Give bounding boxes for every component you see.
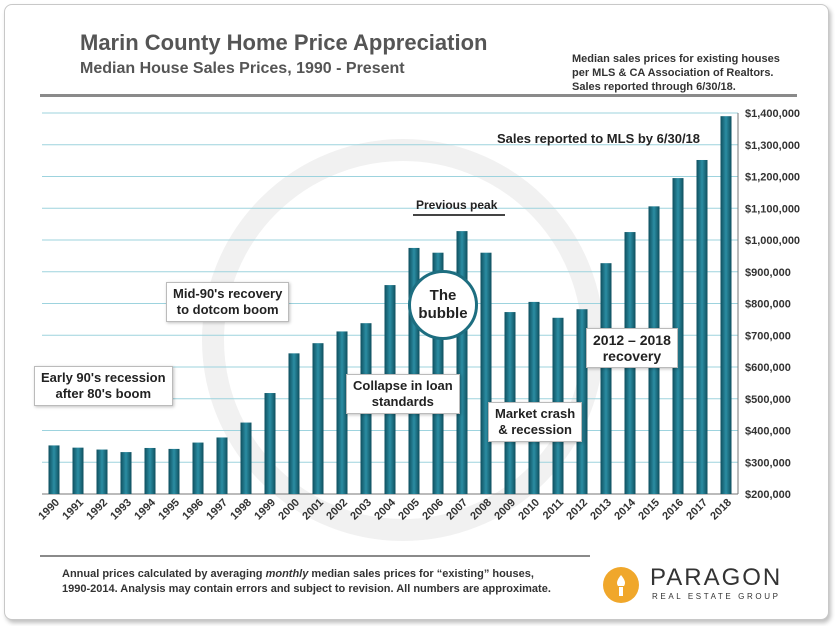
annotation-recovery: 2012 – 2018 recovery (586, 328, 678, 368)
annotation-line: Mid-90's recovery (173, 286, 283, 301)
source-line: Median sales prices for existing houses (572, 53, 780, 65)
y-tick-label: $400,000 (745, 426, 791, 438)
annotation-line: Early 90's recession (41, 370, 166, 385)
x-tick-label: 2017 (684, 497, 710, 523)
annotation-line: to dotcom boom (176, 302, 279, 317)
bar (408, 247, 420, 494)
bar (720, 116, 732, 495)
x-tick-label: 2015 (636, 497, 662, 523)
bar (528, 301, 540, 494)
x-tick-label: 2018 (708, 497, 734, 523)
footer-text: 1990-2014. Analysis may contain errors a… (62, 583, 551, 595)
x-tick-label: 1997 (204, 497, 230, 523)
bar (48, 445, 60, 494)
previous-peak-underline (413, 214, 505, 216)
y-tick-label: $500,000 (745, 394, 791, 406)
source-line: per MLS & CA Association of Realtors. (572, 67, 774, 79)
annotation-line: 2012 – 2018 (593, 332, 671, 348)
x-tick-label: 1996 (180, 497, 206, 523)
y-tick-label: $600,000 (745, 362, 791, 374)
y-tick-label: $800,000 (745, 299, 791, 311)
annotation-mid90s: Mid-90's recovery to dotcom boom (166, 282, 290, 322)
bar (432, 252, 444, 494)
x-tick-label: 1992 (84, 497, 110, 523)
torch-icon (603, 567, 639, 603)
bottom-divider (40, 555, 590, 557)
x-tick-label: 1995 (156, 497, 182, 523)
x-tick-label: 1999 (252, 497, 278, 523)
x-tick-label: 2016 (660, 497, 686, 523)
bar (96, 449, 108, 494)
x-tick-label: 2012 (564, 497, 590, 523)
top-divider (40, 94, 797, 97)
x-tick-label: 2011 (541, 497, 566, 522)
source-note: Median sales prices for existing houses … (572, 52, 822, 94)
annotation-line: Market crash (495, 406, 576, 421)
bar (600, 263, 612, 494)
y-tick-label: $1,100,000 (745, 203, 800, 215)
annotation-early90s: Early 90's recession after 80's boom (34, 366, 173, 406)
y-tick-label: $200,000 (745, 489, 791, 501)
y-tick-label: $1,000,000 (745, 235, 800, 247)
logo-name: PARAGON (650, 564, 783, 591)
chart-subtitle: Median House Sales Prices, 1990 - Presen… (80, 60, 405, 77)
bar (288, 353, 300, 494)
bar (336, 331, 348, 494)
annotation-line: Collapse in loan (353, 378, 453, 393)
bar (144, 447, 156, 494)
x-tick-label: 1998 (228, 497, 254, 523)
bar (672, 178, 684, 494)
x-tick-label: 1994 (132, 496, 158, 522)
bar (264, 393, 276, 494)
x-tick-label: 1991 (60, 497, 86, 523)
bar (576, 309, 588, 494)
annotation-line: & recession (498, 422, 572, 437)
bar (312, 343, 324, 494)
bubble-line: bubble (418, 305, 468, 322)
y-tick-label: $1,300,000 (745, 140, 800, 152)
annotation-line: recovery (602, 348, 662, 364)
bar (72, 447, 84, 494)
bar (696, 159, 708, 495)
annotation-collapse: Collapse in loan standards (346, 374, 460, 414)
annotation-bubble: The bubble (408, 270, 478, 340)
footer-text: Annual prices calculated by averaging (62, 568, 266, 580)
y-tick-label: $900,000 (745, 267, 791, 279)
bar (456, 231, 468, 495)
footer-note: Annual prices calculated by averaging mo… (62, 567, 602, 597)
chart-title: Marin County Home Price Appreciation (80, 30, 488, 55)
bar (480, 252, 492, 494)
bar (240, 422, 252, 494)
y-tick-label: $1,400,000 (745, 108, 800, 120)
annotation-previous-peak: Previous peak (416, 198, 498, 212)
bar (216, 437, 228, 494)
footer-text: median sales prices for “existing” house… (308, 568, 534, 580)
bubble-line: The (429, 287, 457, 304)
annotation-line: standards (371, 394, 434, 409)
annotation-sales-reported: Sales reported to MLS by 6/30/18 (497, 131, 701, 146)
annotation-market-crash: Market crash & recession (488, 402, 583, 442)
x-tick-label: 2013 (588, 497, 614, 523)
bar (168, 448, 180, 494)
y-tick-label: $1,200,000 (745, 172, 800, 184)
x-tick-label: 1993 (108, 497, 134, 523)
y-tick-label: $700,000 (745, 330, 791, 342)
annotation-line: after 80's boom (55, 386, 152, 401)
y-tick-label: $300,000 (745, 457, 791, 469)
bar (192, 442, 204, 494)
footer-emphasis: monthly (265, 568, 309, 580)
bar (120, 452, 132, 494)
x-tick-label: 1990 (36, 497, 62, 523)
source-line: Sales reported through 6/30/18. (572, 81, 736, 93)
x-tick-label: 2014 (612, 496, 638, 522)
logo-tagline: REAL ESTATE GROUP (652, 592, 781, 601)
